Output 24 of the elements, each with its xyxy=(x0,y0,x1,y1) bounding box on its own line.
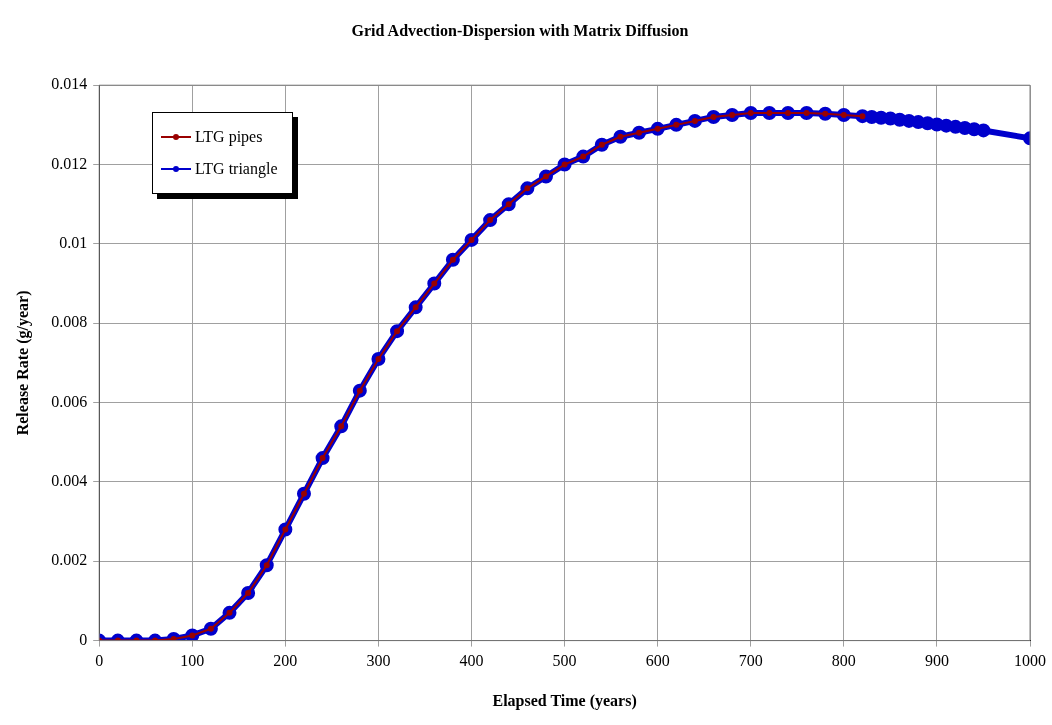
y-tick-label: 0.002 xyxy=(51,551,88,569)
x-tick-label: 400 xyxy=(459,652,484,670)
y-tick-label: 0.008 xyxy=(51,313,88,331)
x-tick-label: 500 xyxy=(552,652,577,670)
x-tick-label: 300 xyxy=(366,652,391,670)
x-axis-title: Elapsed Time (years) xyxy=(492,691,637,710)
chart-title: Grid Advection-Dispersion with Matrix Diffusion xyxy=(351,21,689,40)
legend-label: LTG triangle xyxy=(195,160,278,178)
y-tick-label: 0.014 xyxy=(51,75,88,93)
y-tick-label: 0.004 xyxy=(51,472,88,490)
y-tick-label: 0 xyxy=(79,630,88,648)
x-tick-label: 100 xyxy=(180,652,205,670)
x-tick-label: 0 xyxy=(95,652,104,670)
y-axis-title: Release Rate (g/year) xyxy=(13,290,32,436)
y-tick-label: 0.006 xyxy=(51,392,88,410)
x-tick-label: 600 xyxy=(645,652,670,670)
x-tick-label: 200 xyxy=(273,652,298,670)
x-tick-label: 700 xyxy=(738,652,763,670)
y-tick-label: 0.01 xyxy=(59,234,88,252)
x-tick-label: 1000 xyxy=(1014,652,1046,670)
x-tick-label: 800 xyxy=(831,652,856,670)
x-tick-label: 900 xyxy=(924,652,949,670)
y-tick-label: 0.012 xyxy=(51,154,88,172)
legend-label: LTG pipes xyxy=(195,128,263,146)
